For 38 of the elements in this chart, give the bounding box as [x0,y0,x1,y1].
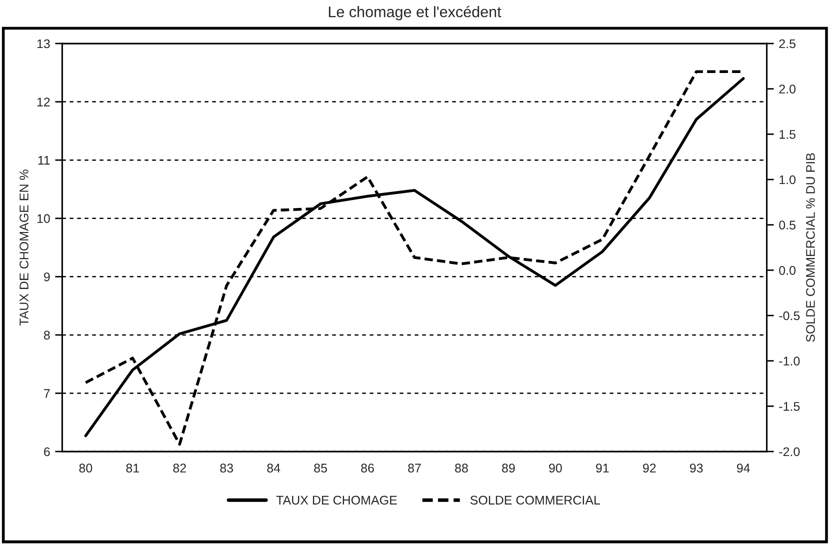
y-tick-label: 10 [37,214,50,224]
y2-tick-label: 2.0 [779,84,796,94]
y-tick-label: 11 [38,156,50,165]
y2-tick-label: -1.0 [779,356,800,366]
y-tick-label: 7 [44,389,50,398]
y-tick-label: 13 [37,39,50,48]
chart-title: Le chomage et l'excédent [328,6,502,20]
y-tick-label: 8 [44,330,50,340]
x-tick-label: 94 [736,464,750,473]
y2-tick-label: -1.5 [779,402,800,411]
x-tick-label: 86 [361,464,374,473]
y2-tick-label: -2.0 [779,447,800,456]
x-tick-label: 89 [502,464,515,473]
x-tick-label: 91 [596,464,609,473]
x-tick-label: 85 [314,464,327,473]
y-tick-label: 12 [37,98,50,106]
x-tick-label: 87 [408,464,421,473]
legend-label: SOLDE COMMERCIAL [470,496,600,505]
y2-tick-label: 1.0 [780,175,796,184]
x-tick-label: 82 [173,464,186,473]
x-tick-label: 83 [220,464,233,473]
y-tick-label: 6 [44,447,50,456]
x-tick-label: 81 [126,464,139,473]
y-axis-title: TAUX DE CHOMAGE EN % [20,170,28,326]
legend-label: TAUX DE CHOMAGE [276,496,397,505]
y2-tick-label: -0.5 [779,311,800,320]
x-tick-label: 93 [690,464,703,473]
x-tick-label: 84 [267,464,280,473]
y2-tick-label: 0.0 [779,266,796,275]
y2-tick-label: 2.5 [779,39,796,48]
y-tick-label: 9 [44,272,50,282]
y2-axis-title: SOLDE COMMERCIAL % DU PIB [806,153,815,342]
x-tick-label: 90 [549,464,562,473]
y2-tick-label: 1.5 [780,130,796,139]
x-tick-label: 92 [643,464,656,473]
x-tick-label: 88 [455,464,468,473]
y2-tick-label: 0.5 [779,220,796,230]
x-tick-label: 80 [79,464,92,473]
